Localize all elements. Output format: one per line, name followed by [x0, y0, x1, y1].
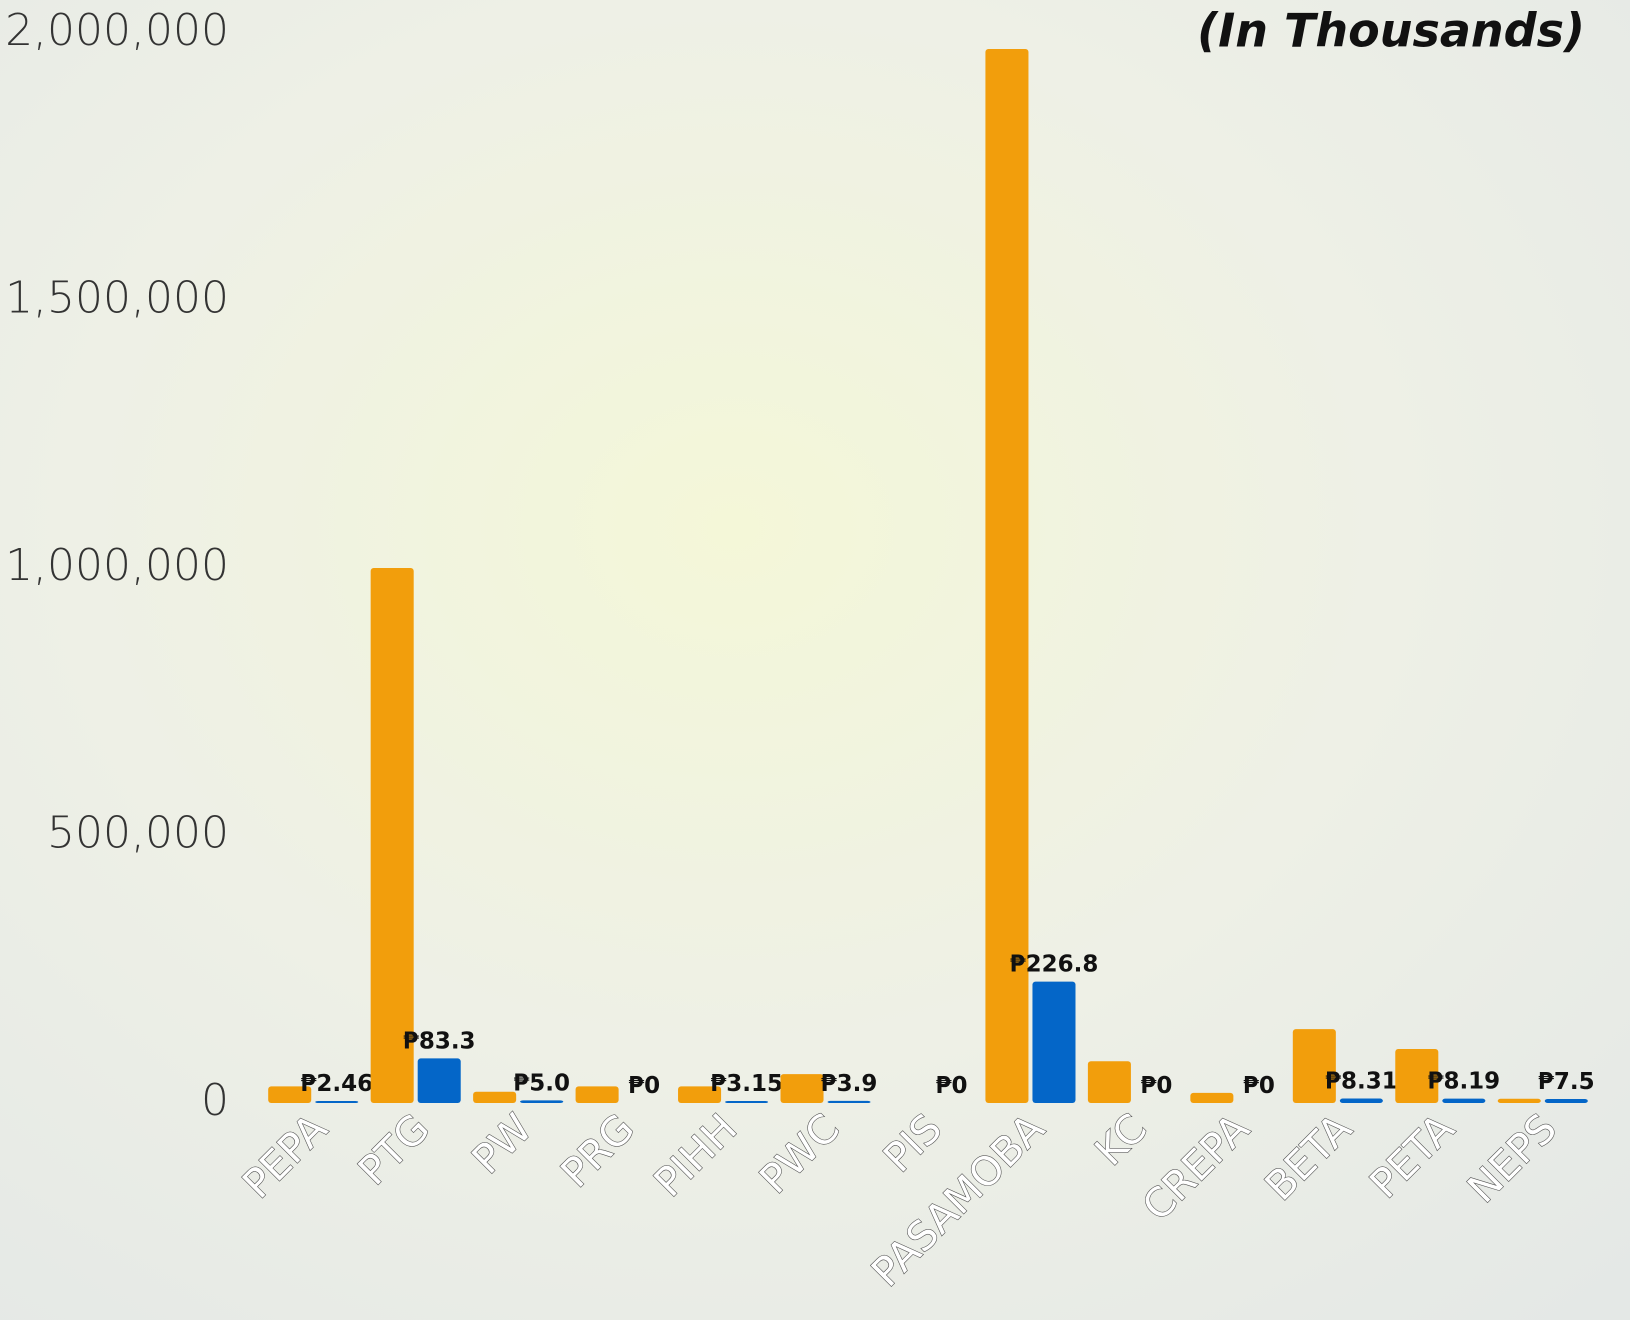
bar [418, 1058, 461, 1103]
chart-title: (In Thousands) [1197, 4, 1585, 58]
bar [1088, 1061, 1131, 1103]
bar [315, 1101, 358, 1103]
y-tick-label: 500,000 [47, 808, 229, 859]
bar [576, 1086, 619, 1103]
bar [473, 1092, 516, 1103]
bar [1498, 1099, 1541, 1103]
bar [520, 1100, 563, 1103]
bar [1340, 1099, 1383, 1103]
value-label: ₱2.46 [300, 1071, 373, 1097]
bar [1190, 1093, 1233, 1103]
bar [1032, 982, 1075, 1103]
bar [371, 568, 414, 1103]
value-label: ₱3.15 [710, 1071, 783, 1097]
y-tick-label: 1,000,000 [5, 540, 229, 591]
bar [985, 49, 1028, 1103]
value-label: ₱8.19 [1427, 1069, 1500, 1095]
value-label: ₱226.8 [1010, 952, 1099, 978]
value-label: ₱3.9 [821, 1071, 878, 1097]
value-label: ₱7.5 [1538, 1069, 1595, 1095]
value-label: ₱0 [628, 1073, 660, 1099]
value-label: ₱8.31 [1325, 1069, 1398, 1095]
value-label: ₱0 [1140, 1073, 1172, 1099]
bar [1442, 1099, 1485, 1103]
bar [1545, 1099, 1588, 1103]
bar [781, 1074, 824, 1103]
y-tick-label: 0 [201, 1075, 229, 1126]
y-tick-label: 1,500,000 [5, 273, 229, 324]
value-label: ₱0 [936, 1073, 968, 1099]
bar [725, 1101, 768, 1103]
value-label: ₱83.3 [403, 1028, 476, 1054]
bar [828, 1101, 871, 1103]
value-label: ₱5.0 [513, 1070, 570, 1096]
value-label: ₱0 [1243, 1073, 1275, 1099]
y-tick-label: 2,000,000 [5, 5, 229, 56]
chart: (In Thousands) 0 500,000 1,000,000 1,500,00… [0, 0, 1630, 1320]
